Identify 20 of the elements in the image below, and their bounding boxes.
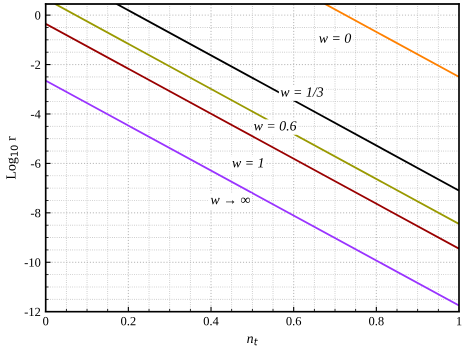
series-label: w = 0 [319, 33, 352, 43]
x-tick-label: 0.4 [204, 316, 219, 326]
x-tick-label: 1 [456, 316, 462, 326]
x-axis-title: n$_{t}$ [247, 336, 258, 346]
x-tick-label: 0 [43, 316, 48, 326]
y-tick-label: -4 [30, 110, 41, 118]
series-label: w = 1/3 [280, 87, 324, 97]
series-label: w → ∞ [210, 198, 250, 204]
x-tick-label: 0.2 [121, 316, 136, 326]
y-tick-label: -2 [30, 60, 40, 69]
y-tick-label: -12 [24, 308, 40, 316]
y-axis-title: Log$_{10}$ r [6, 136, 18, 180]
x-tick-label: 0.8 [369, 316, 384, 326]
y-tick-label: -8 [30, 208, 40, 218]
y-tick-label: -6 [30, 159, 40, 168]
y-tick-label: -10 [24, 258, 40, 267]
y-tick-label: 0 [35, 11, 40, 20]
x-tick-label: 0.6 [286, 316, 302, 326]
series-label: w = 1 [232, 158, 263, 168]
series-label: w = 0.6 [254, 121, 296, 131]
